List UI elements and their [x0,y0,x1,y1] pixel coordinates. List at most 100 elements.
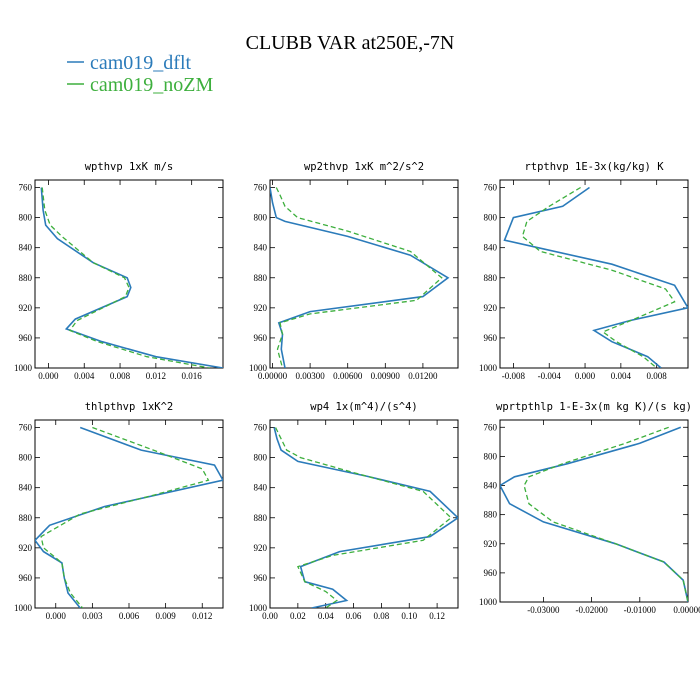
x-tick-label: 0.000 [575,371,596,381]
y-tick-label: 760 [254,183,268,193]
series-line-dflt [40,187,223,368]
y-tick-label: 1000 [14,363,33,373]
x-tick-label: 0.00000 [258,371,288,381]
x-tick-label: 0.12 [429,611,445,621]
x-tick-label: 0.012 [192,611,212,621]
series-line-nozm [523,426,688,602]
y-tick-label: 880 [19,513,33,523]
series-line-nozm [275,427,452,608]
y-tick-label: 960 [254,333,268,343]
x-tick-label: 0.04 [318,611,334,621]
y-tick-label: 840 [19,483,33,493]
x-tick-label: 0.00 [262,611,278,621]
x-tick-label: 0.012 [146,371,166,381]
x-tick-label: 0.10 [401,611,417,621]
x-tick-label: 0.00900 [371,371,401,381]
y-tick-label: 1000 [14,603,33,613]
y-tick-label: 920 [19,543,33,553]
plot-frame [34,419,224,609]
x-tick-label: 0.00000 [673,605,700,615]
y-tick-label: 840 [484,243,498,253]
series-line-dflt [270,187,450,368]
series-line-nozm [275,187,443,368]
y-tick-label: 960 [484,333,498,343]
x-tick-label: 0.004 [74,371,95,381]
x-tick-label: 0.004 [611,371,632,381]
y-tick-label: 920 [484,303,498,313]
x-tick-label: -0.02000 [575,605,608,615]
panel-title: wp4 1x(m^4)/(s^4) [310,401,417,413]
y-tick-label: 760 [19,423,33,433]
series-line-dflt [35,426,223,608]
y-tick-label: 800 [484,451,498,461]
y-tick-label: 960 [254,573,268,583]
x-tick-label: 0.000 [46,611,67,621]
legend-label-dflt: cam019_dflt [90,52,192,74]
y-tick-label: 1000 [249,603,268,613]
x-tick-label: -0.01000 [624,605,657,615]
x-tick-label: 0.01200 [408,371,438,381]
panel-4: thlpthvp 1xK^2 760 800 840 880 920 960 1000 0.00… [14,401,224,621]
panel-title: wpthvp 1xK m/s [85,161,174,173]
y-tick-label: 1000 [479,363,498,373]
y-tick-label: 800 [254,453,268,463]
y-tick-label: 840 [484,481,498,491]
x-tick-label: 0.00600 [333,371,363,381]
figure-title: CLUBB VAR at250E,-7N [246,32,455,54]
y-tick-label: 1000 [249,363,268,373]
panel-3: rtpthvp 1E-3x(kg/kg) K 760 800 840 880 920 960… [479,161,689,381]
x-tick-label: 0.02 [290,611,306,621]
y-tick-label: 920 [19,303,33,313]
y-tick-label: 800 [19,213,33,223]
y-tick-label: 840 [254,243,268,253]
x-tick-label: 0.08 [374,611,390,621]
y-tick-label: 880 [484,510,498,520]
panel-5: wp4 1x(m^4)/(s^4)76080084088092096010000… [249,401,459,621]
y-tick-label: 960 [484,568,498,578]
y-tick-label: 760 [19,183,33,193]
panel-1: wpthvp 1xK m/s 760 800 840 880 920 960 1000 0.00… [14,161,224,381]
panel-title: wprtpthlp 1-E-3x(m kg K)/(s kg) [496,401,692,413]
y-tick-label: 760 [484,183,498,193]
y-tick-label: 880 [19,273,33,283]
panels: wpthvp 1xK m/s76080084088092096010000.00… [14,161,700,621]
series-line-nozm [40,426,210,608]
x-tick-label: -0.03000 [527,605,560,615]
panel-title: wp2thvp 1xK m^2/s^2 [304,161,424,173]
y-tick-label: 800 [484,213,498,223]
y-tick-label: 920 [484,539,498,549]
legend-label-nozm: cam019_noZM [90,74,214,96]
series-line-dflt [273,427,458,608]
x-tick-label: 0.006 [119,611,140,621]
x-tick-label: 0.008 [110,371,131,381]
y-tick-label: 840 [19,243,33,253]
x-tick-label: 0.000 [38,371,59,381]
series-line-dflt [500,426,688,602]
plot-frame [269,419,459,609]
y-tick-label: 920 [254,543,268,553]
plot-frame [269,179,459,369]
panel-title: rtpthvp 1E-3x(kg/kg) K [524,161,664,173]
y-tick-label: 840 [254,483,268,493]
panel-2: wp2thvp 1xK m^2/s^2 760 800 840 880 920 960 100… [249,161,459,381]
plot-frame [499,419,689,603]
x-tick-label: 0.00300 [295,371,325,381]
x-tick-label: 0.008 [647,371,668,381]
plot-frame [499,179,689,369]
y-tick-label: 880 [254,273,268,283]
y-tick-label: 1000 [479,597,498,607]
series-line-nozm [521,186,676,368]
x-tick-label: 0.06 [346,611,362,621]
panel-6: wprtpthlp 1-E-3x(m kg K)/(s kg) 760 800 840… [479,401,700,615]
series-line-dflt [503,186,688,368]
x-tick-label: 0.016 [182,371,203,381]
y-tick-label: 760 [254,423,268,433]
x-tick-label: -0.008 [502,371,526,381]
x-tick-label: 0.009 [155,611,176,621]
x-tick-label: -0.004 [538,371,562,381]
y-tick-label: 760 [484,422,498,432]
y-tick-label: 920 [254,303,268,313]
y-tick-label: 800 [254,213,268,223]
y-tick-label: 880 [254,513,268,523]
